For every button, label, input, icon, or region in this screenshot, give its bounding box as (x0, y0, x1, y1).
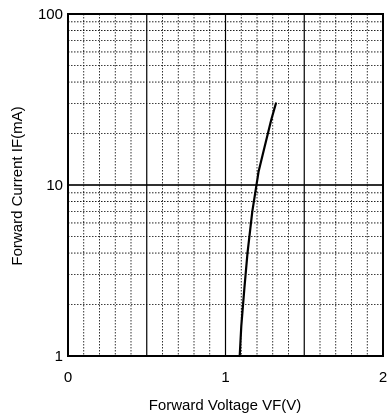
y-tick-label: 1 (55, 348, 63, 365)
x-axis-label: Forward Voltage VF(V) (149, 397, 302, 414)
x-tick-label: 2 (379, 369, 387, 386)
y-tick-labels: 1 10 100 (38, 6, 63, 365)
plot-frame (67, 13, 384, 357)
series-line (238, 102, 277, 358)
x-tick-label: 1 (221, 369, 229, 386)
x-tick-label: 0 (64, 369, 72, 386)
series-layer (238, 102, 277, 358)
grid-lines (68, 14, 383, 356)
x-tick-labels: 0 1 2 (64, 369, 387, 386)
y-tick-label: 100 (38, 6, 63, 23)
y-tick-label: 10 (46, 177, 63, 194)
y-axis-label: Forward Current IF(mA) (9, 106, 26, 265)
